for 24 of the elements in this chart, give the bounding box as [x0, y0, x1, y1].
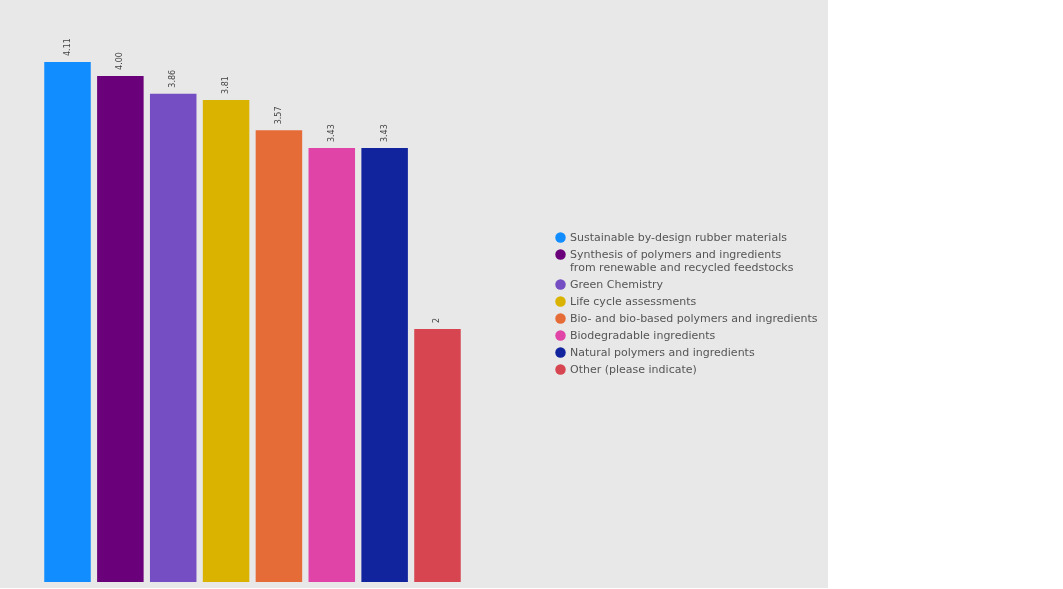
bar — [202, 99, 250, 582]
legend-label: Green Chemistry — [570, 277, 664, 291]
legend-label: Biodegradable ingredients — [570, 328, 716, 342]
legend-label: Synthesis of polymers and ingredients from renewable and recycled feedstocks — [570, 247, 794, 274]
data-label: 4.11 — [62, 38, 72, 56]
legend-label: Natural polymers and ingredients — [570, 345, 755, 359]
bar — [414, 328, 461, 582]
bar — [44, 62, 91, 582]
data-label: 3.57 — [273, 106, 283, 125]
bar — [361, 148, 408, 582]
bar — [149, 93, 197, 582]
data-label: 3.81 — [221, 76, 231, 94]
legend-label: Sustainable by-design rubber materials — [570, 230, 788, 244]
bar — [97, 75, 144, 582]
data-label: 3.43 — [326, 124, 336, 143]
legend-label: Life cycle assessments — [570, 294, 697, 308]
bar — [308, 148, 356, 582]
legend-label: Bio- and bio-based polymers and ingredients — [570, 311, 818, 325]
legend-label: Other (please indicate) — [570, 362, 697, 376]
bar — [255, 130, 303, 582]
data-label: 4.00 — [115, 52, 125, 70]
data-label: 3.43 — [379, 124, 389, 143]
data-label: 3.86 — [168, 69, 178, 88]
data-label: 2 — [432, 317, 442, 323]
